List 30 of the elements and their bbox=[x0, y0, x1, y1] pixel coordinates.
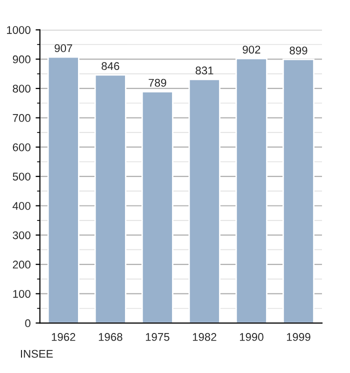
y-tick-label: 500 bbox=[12, 172, 30, 181]
y-tick-label: 400 bbox=[12, 202, 30, 210]
y-tick-label: 900 bbox=[12, 55, 30, 64]
y-tick-label: 600 bbox=[12, 143, 30, 152]
y-tick-label: 800 bbox=[12, 84, 30, 93]
bar bbox=[236, 58, 268, 324]
x-tick-label: 1990 bbox=[240, 333, 264, 341]
y-tick-label: 1000 bbox=[7, 26, 30, 34]
y-tick-label: 0 bbox=[25, 319, 30, 328]
bar bbox=[282, 58, 314, 324]
data-label: 902 bbox=[242, 46, 260, 54]
bar bbox=[94, 74, 126, 324]
bar bbox=[47, 56, 80, 324]
x-tick-label: 1975 bbox=[146, 333, 170, 341]
data-label: 899 bbox=[290, 46, 308, 54]
data-label: 846 bbox=[102, 62, 120, 70]
data-label: 789 bbox=[148, 78, 166, 87]
x-tick-label: 1968 bbox=[98, 333, 122, 341]
y-tick-label: 300 bbox=[12, 231, 30, 240]
data-label: 907 bbox=[54, 44, 72, 52]
data-label: 831 bbox=[196, 66, 214, 74]
y-tick-label: 100 bbox=[13, 290, 30, 298]
text: INSEE bbox=[20, 350, 53, 358]
x-tick-label: 1962 bbox=[52, 333, 76, 341]
bar bbox=[141, 91, 174, 324]
x-tick-label: 1999 bbox=[286, 333, 310, 341]
bar bbox=[188, 78, 220, 324]
y-tick-label: 700 bbox=[12, 114, 30, 122]
y-tick-label: 200 bbox=[12, 260, 30, 269]
x-tick-label: 1982 bbox=[192, 333, 216, 341]
